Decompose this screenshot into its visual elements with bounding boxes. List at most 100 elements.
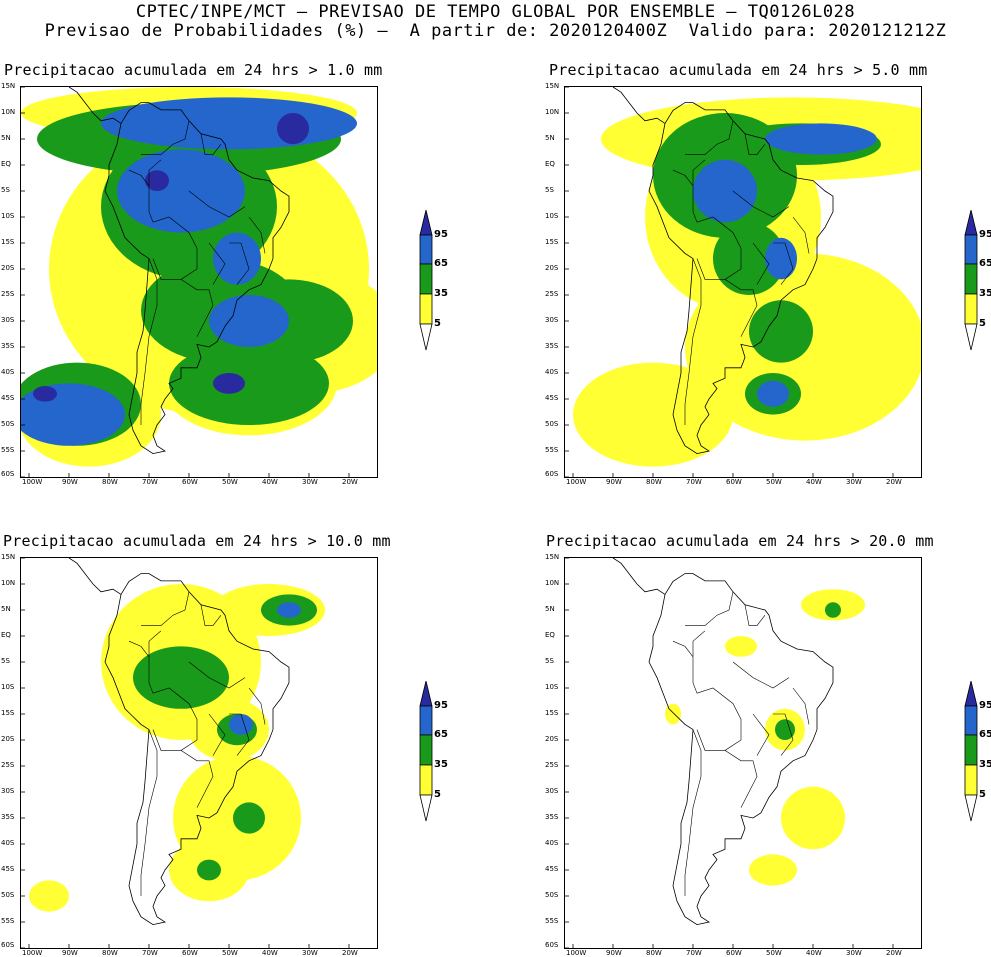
- colorbar-label: 65: [979, 729, 991, 740]
- colorbar-label: 65: [434, 729, 448, 740]
- prob-area-35: [749, 300, 813, 363]
- lon-label: 90W: [606, 478, 622, 486]
- lon-label: 20W: [342, 949, 358, 957]
- lon-label: 20W: [342, 478, 358, 486]
- colorbar-label: 95: [979, 229, 991, 240]
- lon-label: 50W: [766, 478, 782, 486]
- colorbar-35: [419, 263, 433, 295]
- lon-label: 60W: [726, 478, 742, 486]
- prob-area-5: [29, 880, 69, 912]
- lat-label: 5S: [545, 657, 554, 665]
- lon-label: 90W: [62, 949, 78, 957]
- lon-label: 70W: [142, 949, 158, 957]
- lat-label: 40S: [545, 839, 559, 847]
- country-border: [148, 630, 162, 657]
- lon-label: 40W: [806, 478, 822, 486]
- country-border: [684, 729, 702, 896]
- prob-area-35: [825, 602, 841, 618]
- lon-label: 30W: [302, 478, 318, 486]
- lat-label: 55S: [545, 446, 559, 454]
- lat-label: 45S: [1, 394, 15, 402]
- colorbar-label: 35: [434, 288, 448, 299]
- lon-label: 20W: [886, 478, 902, 486]
- lat-label: 35S: [545, 342, 559, 350]
- lat-label: 10S: [545, 212, 559, 220]
- lon-label: 80W: [102, 949, 118, 957]
- country-border: [208, 713, 226, 756]
- prob-area-65: [765, 123, 877, 155]
- lat-label: 55S: [545, 917, 559, 925]
- colorbar-label: 5: [434, 318, 441, 329]
- colorbar-95: [419, 680, 433, 707]
- prob-area-5: [725, 636, 757, 657]
- prob-area-95: [213, 373, 245, 394]
- lat-label: 20S: [1, 735, 15, 743]
- country-border: [752, 713, 770, 756]
- prob-area-65: [117, 149, 245, 233]
- lat-label: 40S: [1, 839, 15, 847]
- lat-label: 30S: [545, 787, 559, 795]
- lat-label: 35S: [1, 813, 15, 821]
- lat-label: 50S: [1, 420, 15, 428]
- lon-label: 30W: [846, 478, 862, 486]
- lat-label: 10N: [1, 108, 16, 116]
- lat-label: 5S: [1, 657, 10, 665]
- lat-label: 35S: [1, 342, 15, 350]
- lon-label: 50W: [222, 478, 238, 486]
- panel-4-map: [564, 557, 922, 949]
- lat-label: 10N: [545, 108, 560, 116]
- country-border: [696, 687, 742, 751]
- panel-3-colorbar: 95 65 35 5: [418, 680, 468, 823]
- lat-label: 10S: [1, 683, 15, 691]
- country-border: [792, 687, 810, 725]
- country-border: [732, 661, 790, 689]
- lon-label: 30W: [846, 949, 862, 957]
- country-border: [248, 216, 266, 254]
- lon-label: 70W: [142, 478, 158, 486]
- lat-label: 60S: [545, 941, 559, 949]
- colorbar-65: [419, 234, 433, 265]
- colorbar-65: [964, 234, 978, 265]
- colorbar-65: [964, 705, 978, 736]
- lon-label: 40W: [262, 949, 278, 957]
- lon-label: 100W: [22, 949, 43, 957]
- lon-label: 70W: [686, 478, 702, 486]
- lat-label: 5S: [545, 186, 554, 194]
- lat-label: 5N: [1, 134, 11, 142]
- prob-area-65: [757, 380, 789, 407]
- prob-area-5: [749, 854, 797, 886]
- prob-area-65: [765, 237, 797, 280]
- prob-area-65: [213, 232, 261, 285]
- country-border: [229, 713, 250, 756]
- lat-label: 50S: [545, 420, 559, 428]
- prob-area-95: [33, 386, 57, 402]
- panel-3-title: Precipitacao acumulada em 24 hrs > 10.0 …: [3, 532, 391, 550]
- lon-label: 80W: [646, 478, 662, 486]
- country-border: [229, 242, 250, 285]
- lat-label: 55S: [1, 446, 15, 454]
- colorbar-35: [419, 734, 433, 766]
- panel-3-map: [20, 557, 378, 949]
- panel-4-colorbar: 95 65 35 5: [963, 680, 991, 823]
- lon-label: 80W: [102, 478, 118, 486]
- lon-label: 30W: [302, 949, 318, 957]
- lat-label: 40S: [545, 368, 559, 376]
- country-border: [200, 133, 222, 155]
- prob-area-65: [229, 714, 253, 735]
- panel-1-map: [20, 86, 378, 478]
- lat-label: 25S: [1, 761, 15, 769]
- country-border: [188, 661, 246, 689]
- probability-shading: [573, 97, 921, 467]
- country-border: [724, 279, 758, 337]
- lon-label: 80W: [646, 949, 662, 957]
- colorbar-below: [964, 794, 978, 822]
- lat-label: 45S: [1, 865, 15, 873]
- lat-label: 10N: [545, 579, 560, 587]
- panel-2-title: Precipitacao acumulada em 24 hrs > 5.0 m…: [549, 61, 928, 79]
- lat-label: EQ: [545, 160, 555, 168]
- panel-2-map: [564, 86, 922, 478]
- lat-label: 20S: [545, 264, 559, 272]
- prob-area-35: [713, 222, 785, 295]
- lon-label: 60W: [182, 478, 198, 486]
- country-border: [148, 159, 162, 186]
